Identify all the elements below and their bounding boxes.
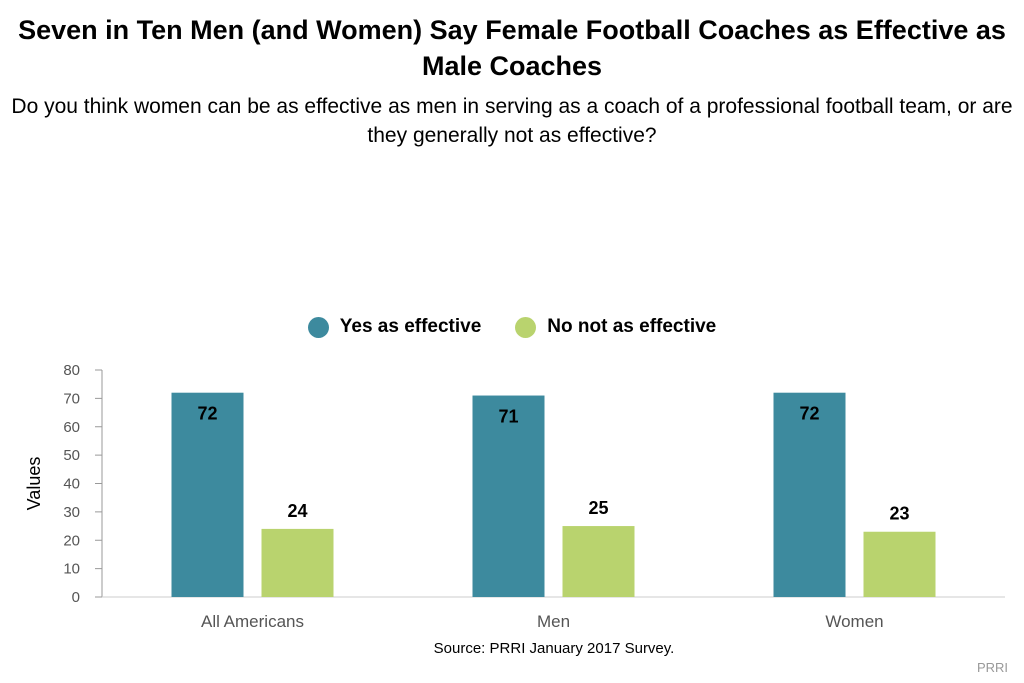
legend-item-yes[interactable]: Yes as effective bbox=[307, 316, 482, 338]
x-tick-label: Men bbox=[537, 612, 570, 631]
y-tick-label: 10 bbox=[63, 561, 80, 578]
chart-subtitle: Do you think women can be as effective a… bbox=[11, 95, 1013, 147]
data-label: 25 bbox=[588, 498, 608, 518]
x-tick-label: Women bbox=[825, 612, 883, 631]
y-tick-label: 70 bbox=[63, 390, 80, 407]
legend-item-no[interactable]: No not as effective bbox=[515, 316, 716, 338]
legend-swatch-yes bbox=[307, 316, 329, 338]
y-axis-title: Values bbox=[24, 457, 44, 511]
legend-label-no: No not as effective bbox=[547, 316, 717, 337]
y-tick-label: 0 bbox=[72, 589, 80, 606]
legend: Yes as effective No not as effective bbox=[0, 316, 1024, 338]
y-tick-label: 40 bbox=[63, 476, 80, 493]
legend-label-yes: Yes as effective bbox=[339, 316, 482, 337]
y-tick-label: 50 bbox=[63, 447, 80, 464]
chart-title: Seven in Ten Men (and Women) Say Female … bbox=[18, 15, 1006, 81]
data-label: 72 bbox=[197, 404, 217, 424]
bar-no-all-americans bbox=[261, 528, 334, 597]
source-note: Source: PRRI January 2017 Survey. bbox=[433, 640, 675, 657]
bar-no-women bbox=[863, 531, 936, 597]
bar-no-men bbox=[562, 526, 635, 597]
bar-yes-men bbox=[472, 395, 545, 597]
y-tick-label: 60 bbox=[63, 419, 80, 436]
data-label: 71 bbox=[498, 407, 518, 427]
data-label: 72 bbox=[799, 404, 819, 424]
bar-yes-women bbox=[773, 392, 846, 597]
y-tick-label: 20 bbox=[63, 532, 80, 549]
legend-swatch-no bbox=[515, 316, 537, 338]
x-tick-label: All Americans bbox=[201, 612, 304, 631]
credit-label: PRRI bbox=[976, 660, 1008, 675]
data-label: 23 bbox=[889, 504, 909, 524]
bar-yes-all-americans bbox=[171, 392, 244, 597]
y-tick-label: 80 bbox=[63, 362, 80, 379]
y-tick-label: 30 bbox=[63, 504, 80, 521]
data-label: 24 bbox=[287, 501, 307, 521]
